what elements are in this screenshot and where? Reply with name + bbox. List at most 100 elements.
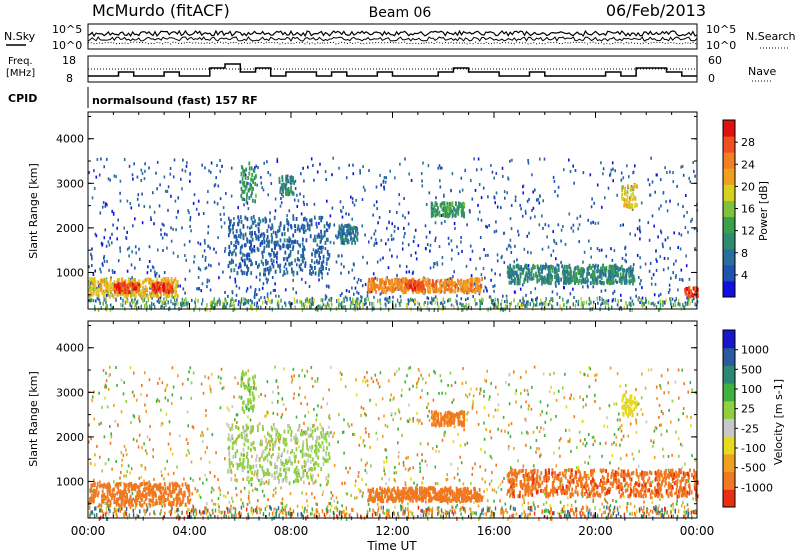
scatter-cell (679, 247, 682, 251)
clutter-cell (160, 305, 162, 310)
scatter-cell (350, 300, 353, 304)
echo-cell (283, 238, 286, 243)
scatter-cell (482, 267, 485, 271)
scatter-cell (233, 395, 235, 399)
echo-cell (605, 266, 608, 270)
scatter-cell (657, 301, 659, 305)
scatter-cell (625, 390, 627, 394)
colorbar-tick-label: 28 (741, 136, 755, 149)
clutter-cell (133, 299, 135, 304)
echo-cell (257, 248, 260, 252)
echo-cell (130, 279, 133, 284)
scatter-cell (348, 163, 350, 167)
scatter-cell (203, 249, 206, 253)
scatter-cell (564, 372, 566, 376)
echo-cell (154, 285, 157, 290)
scatter-cell (294, 187, 297, 190)
scatter-cell (202, 434, 204, 438)
scatter-cell (362, 165, 364, 169)
scatter-cell (526, 234, 529, 238)
scatter-cell (574, 169, 577, 172)
scatter-cell (396, 255, 398, 259)
scatter-cell (506, 191, 508, 195)
scatter-cell (174, 510, 176, 514)
scatter-cell (265, 480, 268, 484)
scatter-cell (123, 158, 126, 161)
echo-cell (443, 206, 446, 211)
echo-cell (326, 249, 329, 254)
clutter-cell (355, 304, 357, 308)
echo-cell (349, 227, 352, 232)
echo-cell (626, 198, 629, 203)
scatter-cell (313, 261, 316, 265)
clutter-cell (494, 303, 497, 308)
scatter-cell (284, 288, 287, 292)
scatter-cell (143, 177, 146, 181)
scatter-cell (588, 366, 590, 370)
echo-cell (97, 290, 100, 295)
scatter-cell (213, 200, 216, 204)
echo-cell (461, 211, 463, 216)
scatter-cell (417, 380, 419, 384)
echo-cell (470, 282, 472, 287)
scatter-cell (457, 252, 460, 256)
scatter-cell (206, 200, 209, 204)
scatter-cell (247, 470, 249, 474)
clutter-cell (689, 301, 691, 306)
scatter-cell (466, 412, 468, 416)
scatter-cell (594, 221, 597, 225)
scatter-cell (626, 164, 628, 168)
scatter-cell (188, 239, 191, 243)
scatter-cell (198, 286, 200, 290)
clutter-cell (276, 302, 279, 307)
echo-cell (350, 236, 352, 241)
scatter-cell (674, 276, 677, 279)
clutter-cell (245, 299, 248, 304)
echo-cell (100, 284, 103, 289)
scatter-cell (217, 497, 220, 500)
echo-cell (459, 282, 461, 287)
echo-cell (370, 277, 373, 282)
scatter-cell (167, 185, 170, 189)
scatter-cell (559, 480, 562, 484)
scatter-cell (537, 504, 539, 508)
scatter-cell (685, 254, 687, 258)
scatter-cell (517, 459, 519, 463)
scatter-cell (479, 465, 481, 469)
scatter-cell (111, 232, 113, 236)
scatter-cell (125, 400, 128, 403)
scatter-cell (91, 247, 93, 251)
scatter-cell (209, 387, 212, 391)
scatter-cell (557, 185, 560, 189)
scatter-cell (296, 193, 298, 197)
clutter-cell (163, 299, 165, 304)
echo-cell (514, 277, 516, 281)
scatter-cell (403, 197, 405, 200)
scatter-cell (204, 258, 207, 262)
echo-cell (127, 277, 130, 282)
scatter-cell (102, 201, 105, 205)
y-tick-label: 3000 (56, 177, 84, 190)
scatter-cell (144, 371, 146, 375)
scatter-cell (119, 179, 122, 183)
clutter-cell (230, 298, 232, 303)
scatter-cell (495, 463, 497, 467)
scatter-cell (147, 265, 149, 269)
echo-cell (161, 287, 164, 292)
echo-cell (292, 233, 295, 238)
echo-cell (112, 294, 115, 299)
scatter-cell (280, 192, 283, 196)
scatter-cell (113, 404, 115, 407)
scatter-cell (613, 441, 615, 445)
scatter-cell (119, 199, 122, 203)
scatter-cell (167, 208, 169, 212)
clutter-cell (218, 297, 220, 302)
scatter-cell (230, 261, 233, 265)
clutter-cell (386, 298, 388, 303)
scatter-cell (316, 225, 318, 229)
echo-cell (580, 270, 583, 274)
echo-cell (596, 275, 599, 280)
echo-cell (149, 291, 151, 296)
scatter-cell (177, 254, 179, 258)
scatter-cell (134, 297, 136, 301)
